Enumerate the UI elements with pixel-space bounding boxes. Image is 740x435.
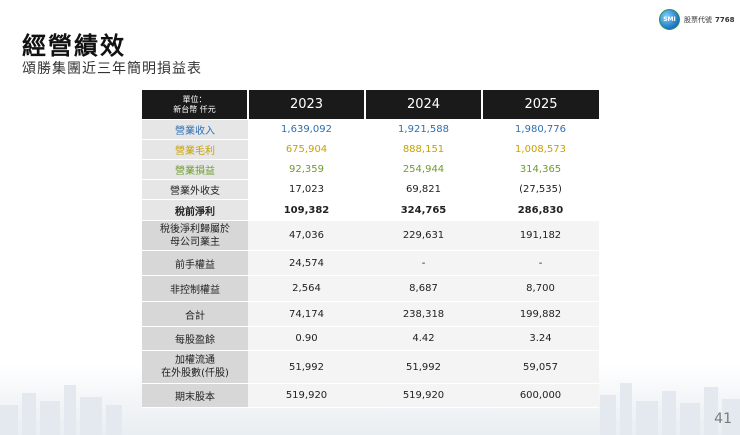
table-cell: - bbox=[482, 250, 599, 276]
table-row: 前手權益 24,574 - - bbox=[142, 250, 599, 276]
table-row: 營業毛利 675,904 888,151 1,008,573 bbox=[142, 139, 599, 160]
page-title: 經營績效 bbox=[22, 32, 126, 60]
table-cell: 1,921,588 bbox=[365, 119, 482, 140]
table-row: 加權流通 在外股數(仟股) 51,992 51,992 59,057 bbox=[142, 350, 599, 384]
table-cell: 238,318 bbox=[365, 301, 482, 327]
table-cell: 199,882 bbox=[482, 301, 599, 327]
stock-code-label: 股票代號 7768 bbox=[684, 15, 734, 25]
table-cell: 888,151 bbox=[365, 139, 482, 160]
table-cell: 675,904 bbox=[248, 139, 365, 160]
unit-line-1: 單位： bbox=[182, 94, 207, 104]
table-row: 合計 74,174 238,318 199,882 bbox=[142, 301, 599, 327]
table-header-row: 單位： 新台幣 仟元 2023 2024 2025 bbox=[142, 90, 599, 120]
table-cell: 229,631 bbox=[365, 220, 482, 251]
row-label-predecessor-equity: 前手權益 bbox=[142, 250, 248, 276]
row-label-line-1: 加權流通 bbox=[175, 355, 215, 366]
table-cell: 47,036 bbox=[248, 220, 365, 251]
table-cell: 519,920 bbox=[365, 383, 482, 408]
table-cell: 109,382 bbox=[248, 199, 365, 221]
page-number: 41 bbox=[714, 411, 732, 427]
table-cell: 1,008,573 bbox=[482, 139, 599, 160]
table-cell: 254,944 bbox=[365, 159, 482, 180]
table-cell: 69,821 bbox=[365, 179, 482, 200]
table-row: 稅前淨利 109,382 324,765 286,830 bbox=[142, 199, 599, 221]
table-cell: 1,639,092 bbox=[248, 119, 365, 140]
table-cell: 8,687 bbox=[365, 275, 482, 302]
table-cell: 3.24 bbox=[482, 326, 599, 351]
table-cell: 2,564 bbox=[248, 275, 365, 302]
table-cell: 519,920 bbox=[248, 383, 365, 408]
table-cell: 59,057 bbox=[482, 350, 599, 384]
row-label-non-operating: 營業外收支 bbox=[142, 179, 248, 200]
row-label-operating-income: 營業損益 bbox=[142, 159, 248, 180]
table-cell: (27,535) bbox=[482, 179, 599, 200]
row-label-line-2: 在外股數(仟股) bbox=[161, 368, 229, 379]
table-cell: 314,365 bbox=[482, 159, 599, 180]
table-cell: 191,182 bbox=[482, 220, 599, 251]
row-label-revenue: 營業收入 bbox=[142, 119, 248, 140]
table-row: 非控制權益 2,564 8,687 8,700 bbox=[142, 275, 599, 302]
row-label-line-1: 稅後淨利歸屬於 bbox=[160, 223, 230, 235]
table-cell: 1,980,776 bbox=[482, 119, 599, 140]
table-row: 營業外收支 17,023 69,821 (27,535) bbox=[142, 179, 599, 200]
row-label-weighted-shares: 加權流通 在外股數(仟股) bbox=[142, 350, 248, 384]
row-label-line-2: 母公司業主 bbox=[170, 236, 220, 248]
table-cell: 324,765 bbox=[365, 199, 482, 221]
table-row: 稅後淨利歸屬於 母公司業主 47,036 229,631 191,182 bbox=[142, 220, 599, 251]
income-statement-table: 單位： 新台幣 仟元 2023 2024 2025 營業收入 1,639,092… bbox=[142, 90, 599, 408]
row-label-gross-profit: 營業毛利 bbox=[142, 139, 248, 160]
table-cell: 51,992 bbox=[248, 350, 365, 384]
table-cell: 600,000 bbox=[482, 383, 599, 408]
unit-header: 單位： 新台幣 仟元 bbox=[142, 90, 249, 120]
logo-mark: SMI bbox=[659, 9, 680, 30]
table-cell: 286,830 bbox=[482, 199, 599, 221]
row-label-pretax-income: 稅前淨利 bbox=[142, 199, 248, 221]
year-header-2024: 2024 bbox=[365, 90, 483, 120]
table-cell: 17,023 bbox=[248, 179, 365, 200]
stock-code-caption: 股票代號 bbox=[684, 16, 712, 24]
table-cell: 74,174 bbox=[248, 301, 365, 327]
table-cell: 51,992 bbox=[365, 350, 482, 384]
row-label-non-controlling: 非控制權益 bbox=[142, 275, 248, 302]
table-cell: 24,574 bbox=[248, 250, 365, 276]
row-label-share-capital: 期末股本 bbox=[142, 383, 248, 408]
table-cell: 4.42 bbox=[365, 326, 482, 351]
company-logo: SMI 股票代號 7768 bbox=[659, 9, 740, 31]
table-cell: 8,700 bbox=[482, 275, 599, 302]
unit-line-2: 新台幣 仟元 bbox=[173, 104, 216, 114]
stock-code-value: 7768 bbox=[715, 16, 735, 24]
table-cell: 0.90 bbox=[248, 326, 365, 351]
table-row: 每股盈餘 0.90 4.42 3.24 bbox=[142, 326, 599, 351]
row-label-net-income-parent: 稅後淨利歸屬於 母公司業主 bbox=[142, 220, 248, 251]
table-row: 營業收入 1,639,092 1,921,588 1,980,776 bbox=[142, 119, 599, 140]
row-label-total: 合計 bbox=[142, 301, 248, 327]
year-header-2023: 2023 bbox=[248, 90, 366, 120]
table-row: 營業損益 92,359 254,944 314,365 bbox=[142, 159, 599, 180]
year-header-2025: 2025 bbox=[482, 90, 599, 120]
table-cell: - bbox=[365, 250, 482, 276]
row-label-eps: 每股盈餘 bbox=[142, 326, 248, 351]
page-subtitle: 頌勝集團近三年簡明損益表 bbox=[22, 61, 202, 77]
table-row: 期末股本 519,920 519,920 600,000 bbox=[142, 383, 599, 408]
table-cell: 92,359 bbox=[248, 159, 365, 180]
